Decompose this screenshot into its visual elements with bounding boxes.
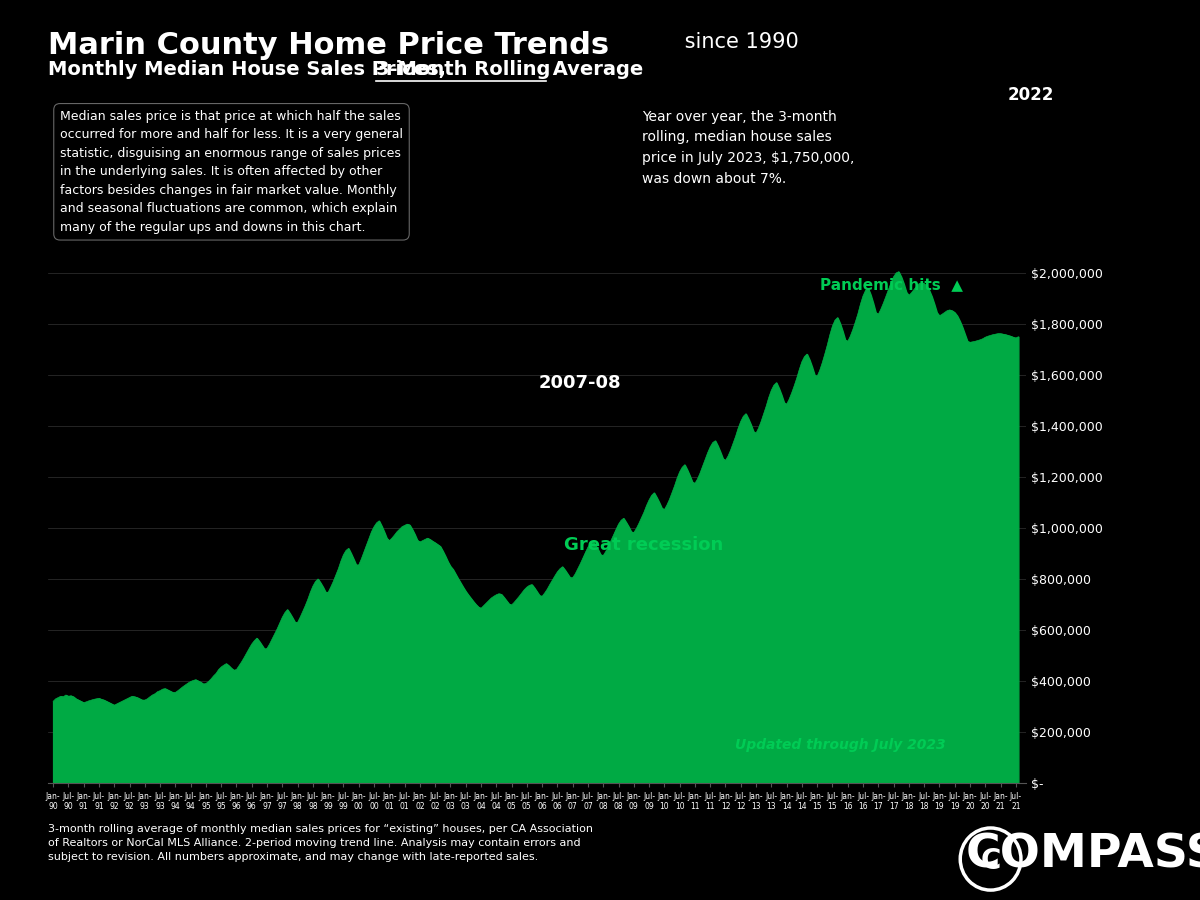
Text: COMPASS: COMPASS [966, 832, 1200, 878]
Text: 3-Month Rolling: 3-Month Rolling [376, 60, 550, 79]
Text: Updated through July 2023: Updated through July 2023 [734, 737, 946, 751]
Text: Marin County Home Price Trends: Marin County Home Price Trends [48, 32, 610, 60]
Text: since 1990: since 1990 [678, 32, 799, 51]
Text: Average: Average [546, 60, 643, 79]
Text: Monthly Median House Sales Prices,: Monthly Median House Sales Prices, [48, 60, 452, 79]
Text: Median sales price is that price at which half the sales
occurred for more and h: Median sales price is that price at whic… [60, 110, 403, 234]
Text: 2022: 2022 [1008, 86, 1055, 104]
Text: Pandemic hits  ▲: Pandemic hits ▲ [820, 277, 964, 292]
Text: Great recession: Great recession [564, 536, 724, 554]
Text: Year over year, the 3-month
rolling, median house sales
price in July 2023, $1,7: Year over year, the 3-month rolling, med… [642, 110, 854, 185]
Text: 2007-08: 2007-08 [539, 374, 622, 392]
Text: 3-month rolling average of monthly median sales prices for “existing” houses, pe: 3-month rolling average of monthly media… [48, 824, 593, 861]
Text: C: C [980, 847, 1001, 875]
